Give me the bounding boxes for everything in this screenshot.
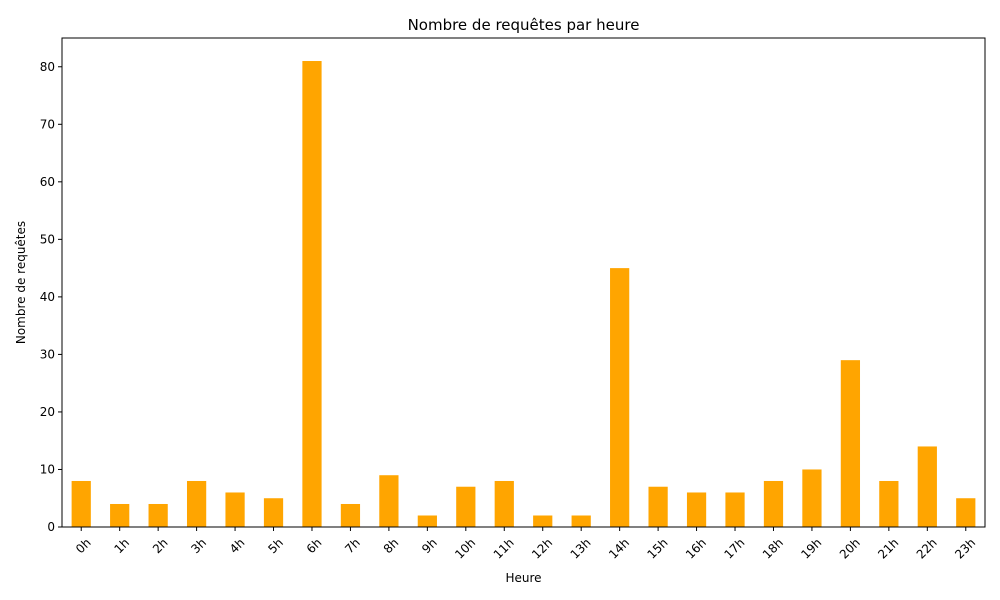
y-tick-label: 80 bbox=[40, 60, 55, 74]
y-tick-label: 40 bbox=[40, 290, 55, 304]
x-tick-label: 9h bbox=[419, 536, 440, 557]
bar-2h bbox=[148, 503, 168, 527]
bars-group bbox=[71, 61, 976, 527]
x-tick-label: 3h bbox=[188, 536, 209, 557]
x-tick-label: 14h bbox=[606, 536, 632, 562]
bar-15h bbox=[648, 486, 668, 527]
bar-4h bbox=[225, 492, 245, 527]
y-tick-label: 20 bbox=[40, 405, 55, 419]
bar-1h bbox=[110, 503, 130, 527]
bar-18h bbox=[763, 480, 784, 527]
x-axis-title: Heure bbox=[505, 571, 541, 585]
bar-17h bbox=[725, 492, 745, 527]
x-tick-label: 1h bbox=[111, 536, 132, 557]
bar-12h bbox=[533, 515, 553, 527]
y-tick-label: 30 bbox=[40, 347, 55, 361]
x-tick-label: 19h bbox=[798, 536, 824, 562]
y-tick-label: 60 bbox=[40, 175, 55, 189]
x-tick-label: 15h bbox=[645, 536, 671, 562]
x-tick-label: 16h bbox=[683, 536, 709, 562]
bar-11h bbox=[494, 480, 514, 527]
x-tick-label: 8h bbox=[381, 536, 402, 557]
bar-22h bbox=[917, 446, 937, 527]
bar-3h bbox=[186, 480, 207, 527]
x-tick-label: 12h bbox=[529, 536, 555, 562]
y-axis-title: Nombre de requêtes bbox=[14, 221, 28, 344]
x-tick-label: 22h bbox=[914, 536, 940, 562]
bar-6h bbox=[302, 61, 322, 527]
x-tick-label: 0h bbox=[73, 536, 94, 557]
y-tick-label: 70 bbox=[40, 117, 55, 131]
bar-20h bbox=[840, 360, 861, 527]
y-axis: 0 10 20 30 40 50 60 70 80 bbox=[40, 60, 62, 534]
x-tick-label: 13h bbox=[568, 536, 594, 562]
x-tick-label: 2h bbox=[150, 536, 171, 557]
x-tick-label: 21h bbox=[875, 536, 901, 562]
x-tick-label: 7h bbox=[342, 536, 363, 557]
x-tick-label: 5h bbox=[265, 536, 286, 557]
x-tick-label: 17h bbox=[721, 536, 747, 562]
y-tick-label: 0 bbox=[47, 520, 55, 534]
bar-13h bbox=[571, 515, 591, 527]
bar-8h bbox=[379, 475, 399, 527]
chart-title: Nombre de requêtes par heure bbox=[408, 16, 640, 34]
x-axis: 0h 1h 2h 3h 4h 5h 6h 7h 8h 9h 10h 11h 12h 13h 14h 15h 16… bbox=[73, 527, 978, 562]
x-tick-label: 4h bbox=[227, 536, 248, 557]
bar-16h bbox=[686, 492, 707, 527]
bar-14h bbox=[610, 268, 630, 527]
bar-21h bbox=[879, 480, 899, 527]
bar-19h bbox=[802, 469, 822, 527]
y-tick-label: 10 bbox=[40, 462, 55, 476]
x-tick-label: 23h bbox=[952, 536, 978, 562]
x-tick-label: 6h bbox=[304, 536, 325, 557]
bar-7h bbox=[340, 503, 361, 527]
x-tick-label: 11h bbox=[491, 536, 517, 562]
y-tick-label: 50 bbox=[40, 232, 55, 246]
x-tick-label: 20h bbox=[837, 536, 863, 562]
bar-10h bbox=[456, 486, 476, 527]
plot-frame bbox=[61, 37, 986, 528]
bar-0h bbox=[71, 480, 91, 527]
bar-5h bbox=[263, 498, 284, 527]
x-tick-label: 18h bbox=[760, 536, 786, 562]
x-tick-label: 10h bbox=[452, 536, 478, 562]
bar-9h bbox=[417, 515, 437, 527]
bar-23h bbox=[956, 498, 976, 527]
